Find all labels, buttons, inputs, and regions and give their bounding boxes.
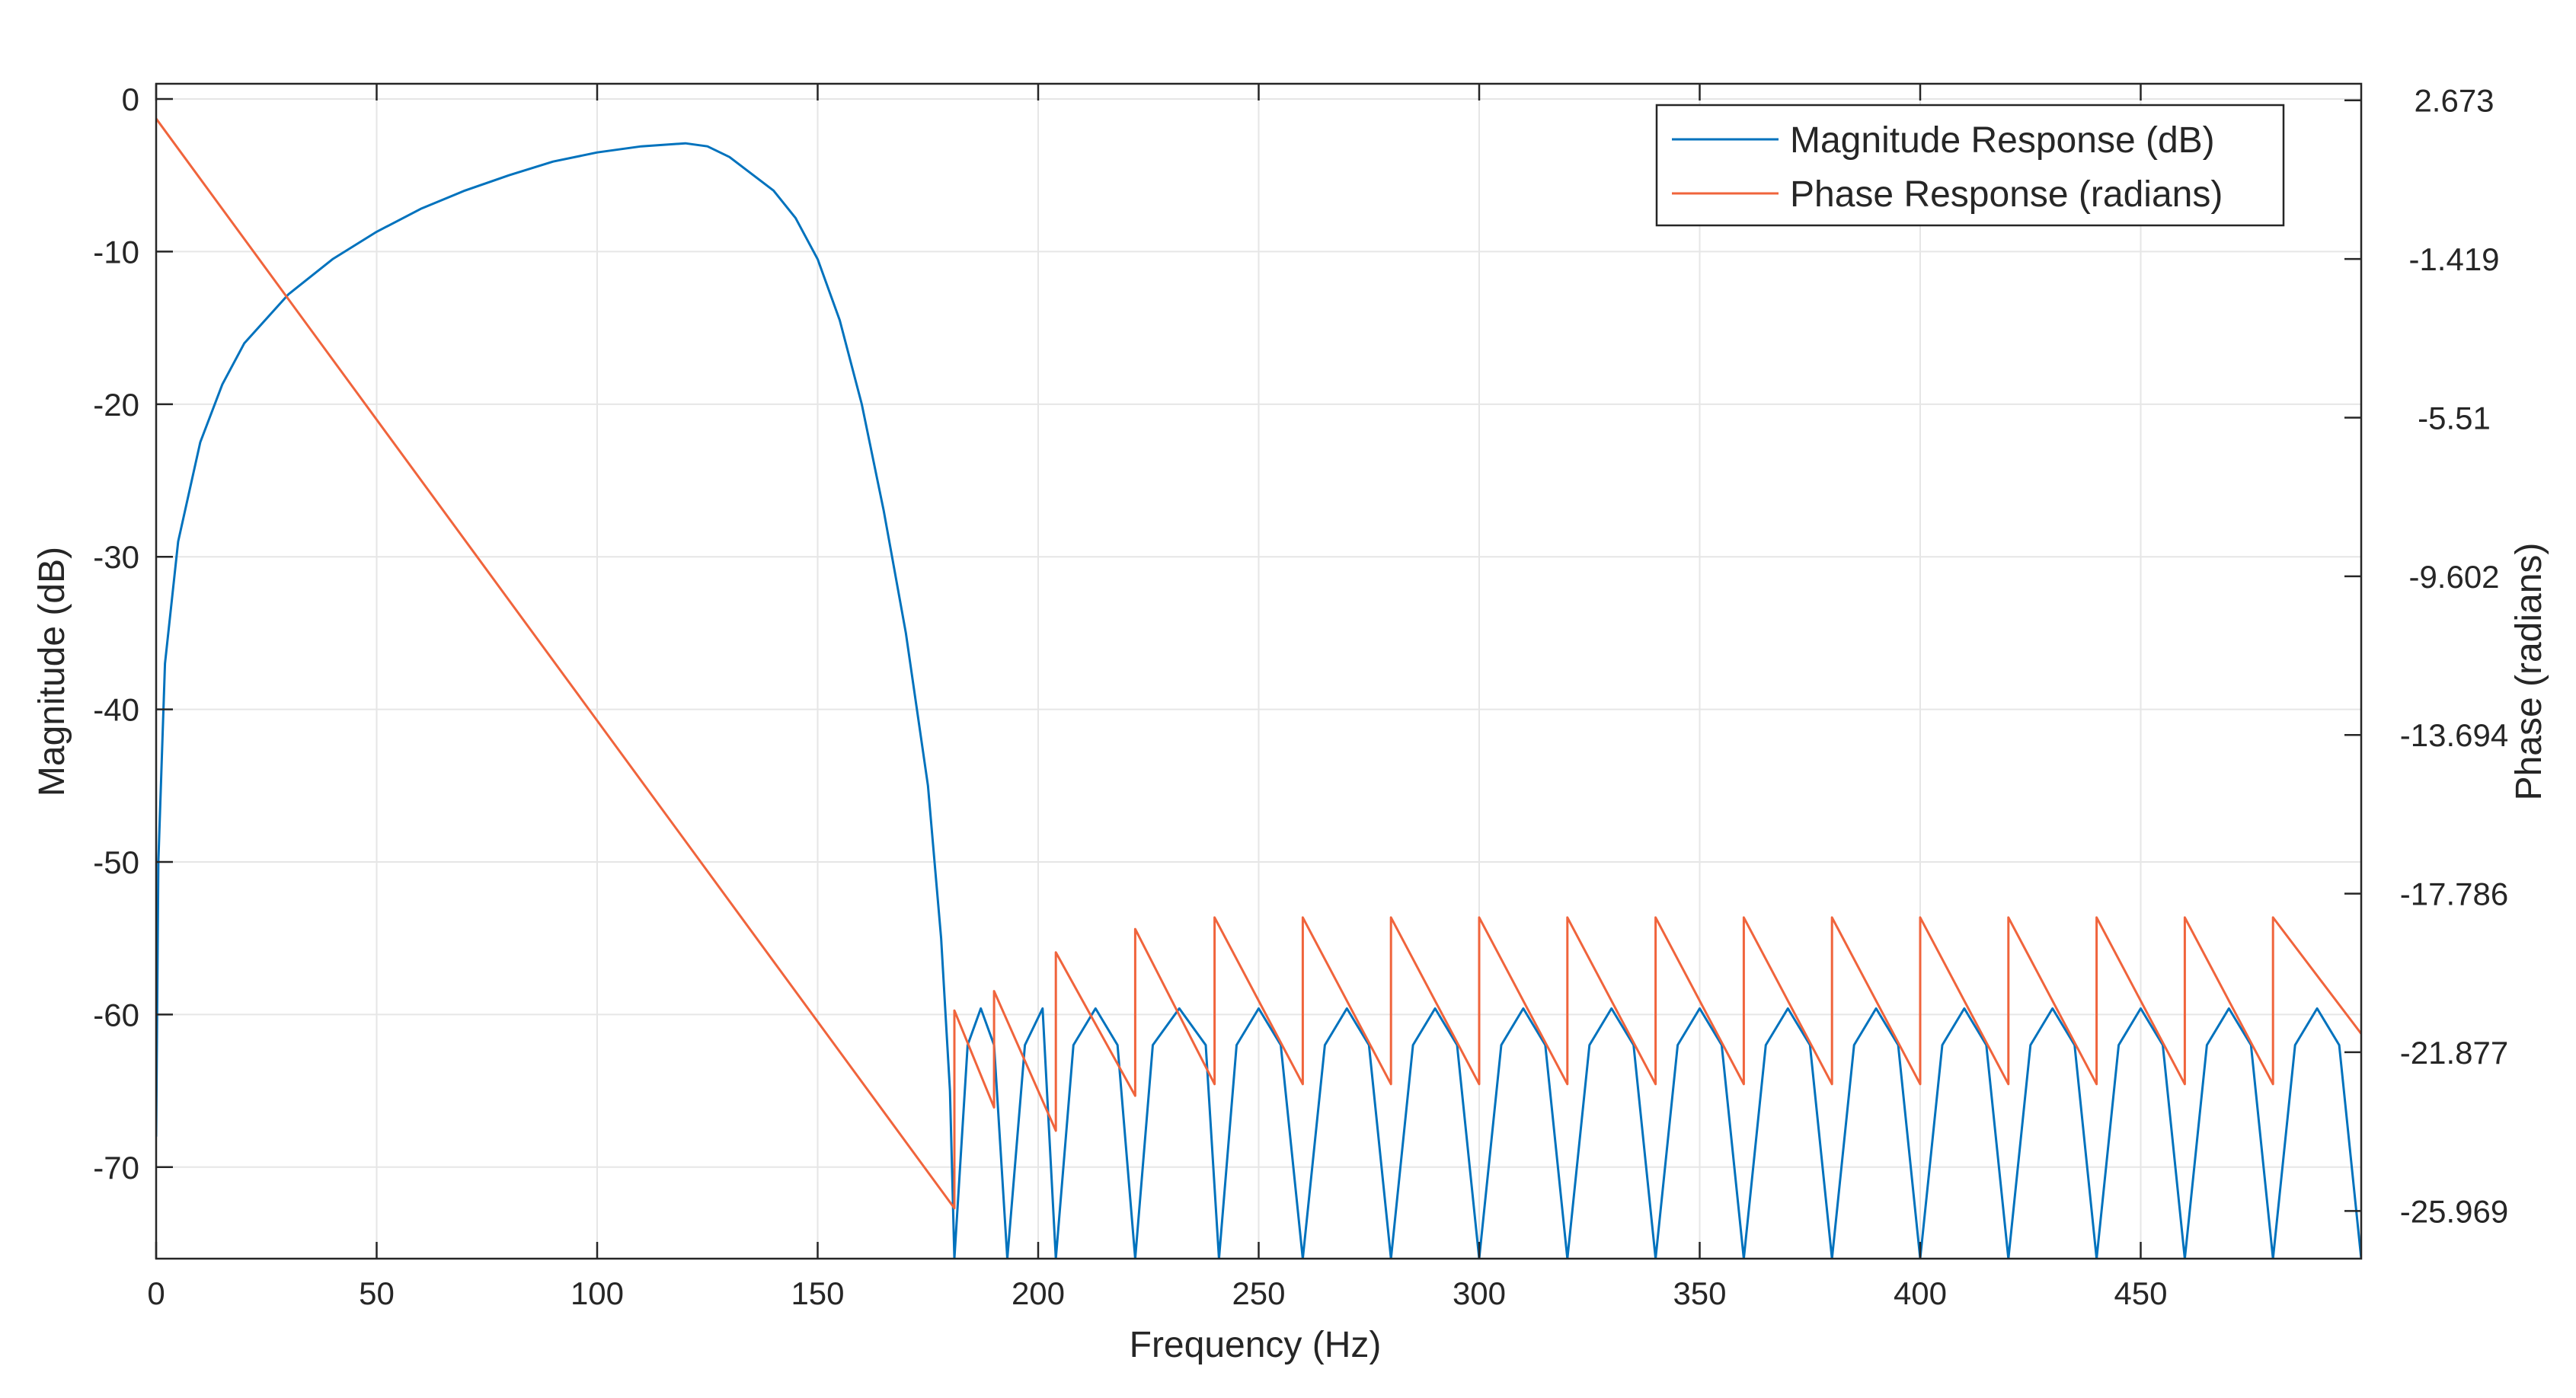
y-tick-label-right-4: -13.694: [2400, 717, 2508, 753]
y-tick-label-right-1: -1.419: [2408, 241, 2499, 277]
x-axis-label: Frequency (Hz): [1130, 1325, 1382, 1365]
y-tick-label-right-7: -25.969: [2400, 1193, 2508, 1229]
x-tick-label-5: 250: [1232, 1275, 1285, 1311]
x-tick-label-1: 50: [359, 1275, 395, 1311]
x-tick-label-0: 0: [147, 1275, 165, 1311]
y-tick-label-left-6: -60: [93, 997, 139, 1033]
y-tick-label-right-3: -9.602: [2408, 559, 2499, 595]
x-tick-label-6: 300: [1453, 1275, 1506, 1311]
y-tick-label-right-0: 2.673: [2414, 83, 2494, 119]
y-tick-label-left-5: -50: [93, 844, 139, 880]
y-tick-label-left-1: -10: [93, 234, 139, 270]
series-layer: [156, 117, 2361, 1259]
legend-label-magnitude: Magnitude Response (dB): [1790, 120, 2215, 161]
y-tick-label-left-0: 0: [122, 81, 139, 117]
y-tick-label-left-2: -20: [93, 387, 139, 423]
series-line-magnitude: [156, 142, 2361, 1259]
x-tick-label-9: 450: [2114, 1275, 2167, 1311]
y-tick-label-left-7: -70: [93, 1150, 139, 1186]
y-tick-label-left-4: -40: [93, 692, 139, 728]
legend-label-phase: Phase Response (radians): [1790, 174, 2223, 215]
axes: 0 50 100 150 200 250 300 350 400 450 0 -10 -20 -30 -40…: [93, 81, 2508, 1311]
x-tick-label-7: 350: [1673, 1275, 1726, 1311]
legend-box: [1655, 104, 2285, 227]
y-tick-label-left-3: -30: [93, 539, 139, 575]
x-tick-label-4: 200: [1012, 1275, 1065, 1311]
y-tick-label-right-2: -5.51: [2418, 400, 2491, 436]
legend: Magnitude Response (dB) Phase Response (…: [1655, 104, 2285, 227]
x-tick-label-3: 150: [791, 1275, 844, 1311]
y-axis-label-right: Phase (radians): [2509, 543, 2549, 801]
y-tick-label-right-5: -17.786: [2400, 876, 2508, 912]
y-tick-label-right-6: -21.877: [2400, 1035, 2508, 1071]
series-line-phase: [156, 117, 2361, 1210]
x-tick-label-2: 100: [570, 1275, 624, 1311]
x-tick-label-8: 400: [1894, 1275, 1947, 1311]
y-axis-label-left: Magnitude (dB): [32, 547, 72, 796]
